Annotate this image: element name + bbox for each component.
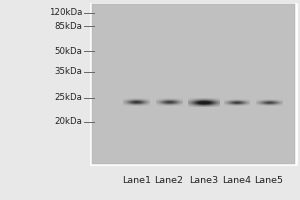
Text: 25kDa: 25kDa [55, 93, 83, 102]
FancyBboxPatch shape [90, 3, 297, 165]
Text: Lane4: Lane4 [222, 176, 251, 185]
Text: 20kDa: 20kDa [55, 117, 83, 126]
Text: Lane2: Lane2 [154, 176, 184, 185]
Text: 85kDa: 85kDa [55, 22, 83, 31]
Text: 50kDa: 50kDa [55, 47, 83, 56]
Text: 35kDa: 35kDa [55, 68, 83, 76]
Text: Lane5: Lane5 [254, 176, 284, 185]
Text: Lane3: Lane3 [189, 176, 218, 185]
Text: Lane1: Lane1 [122, 176, 151, 185]
Text: 120kDa: 120kDa [49, 8, 82, 17]
FancyBboxPatch shape [92, 4, 296, 164]
